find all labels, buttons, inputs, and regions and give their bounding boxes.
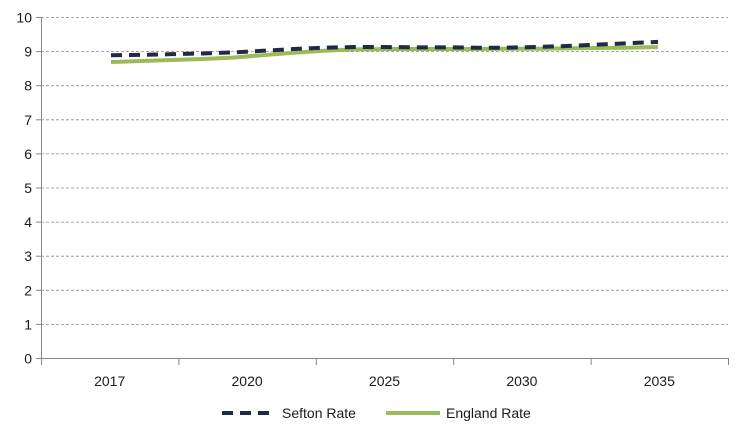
series-line-sefton-rate [110, 39, 659, 58]
x-tick-label: 2035 [644, 373, 675, 389]
y-tick-label: 1 [24, 316, 32, 332]
x-tick-label: 2020 [232, 373, 263, 389]
x-tick-label: 2030 [506, 373, 537, 389]
x-tick-label: 2025 [369, 373, 400, 389]
y-tick-label: 8 [24, 78, 32, 94]
y-tick-label: 7 [24, 112, 32, 128]
series-lines [110, 39, 659, 65]
y-tick-label: 0 [24, 351, 32, 367]
gridlines [41, 17, 728, 325]
axes [36, 17, 729, 365]
series-line-england-rate [110, 45, 659, 65]
x-tick-label: 2017 [94, 373, 125, 389]
y-tick-label: 4 [24, 214, 32, 230]
y-tick-label: 6 [24, 146, 32, 162]
y-tick-label: 10 [16, 10, 32, 26]
y-tick-label: 2 [24, 282, 32, 298]
y-tick-labels: 0 1 2 3 4 5 6 7 8 9 10 [16, 10, 32, 367]
y-tick-label: 3 [24, 248, 32, 264]
legend-label-england-rate: England Rate [446, 405, 531, 421]
x-tick-labels: 2017 2020 2025 2030 2035 [94, 373, 675, 389]
legend: Sefton Rate England Rate [222, 405, 531, 421]
y-tick-label: 9 [24, 44, 32, 60]
legend-label-sefton-rate: Sefton Rate [282, 405, 356, 421]
y-tick-label: 5 [24, 180, 32, 196]
